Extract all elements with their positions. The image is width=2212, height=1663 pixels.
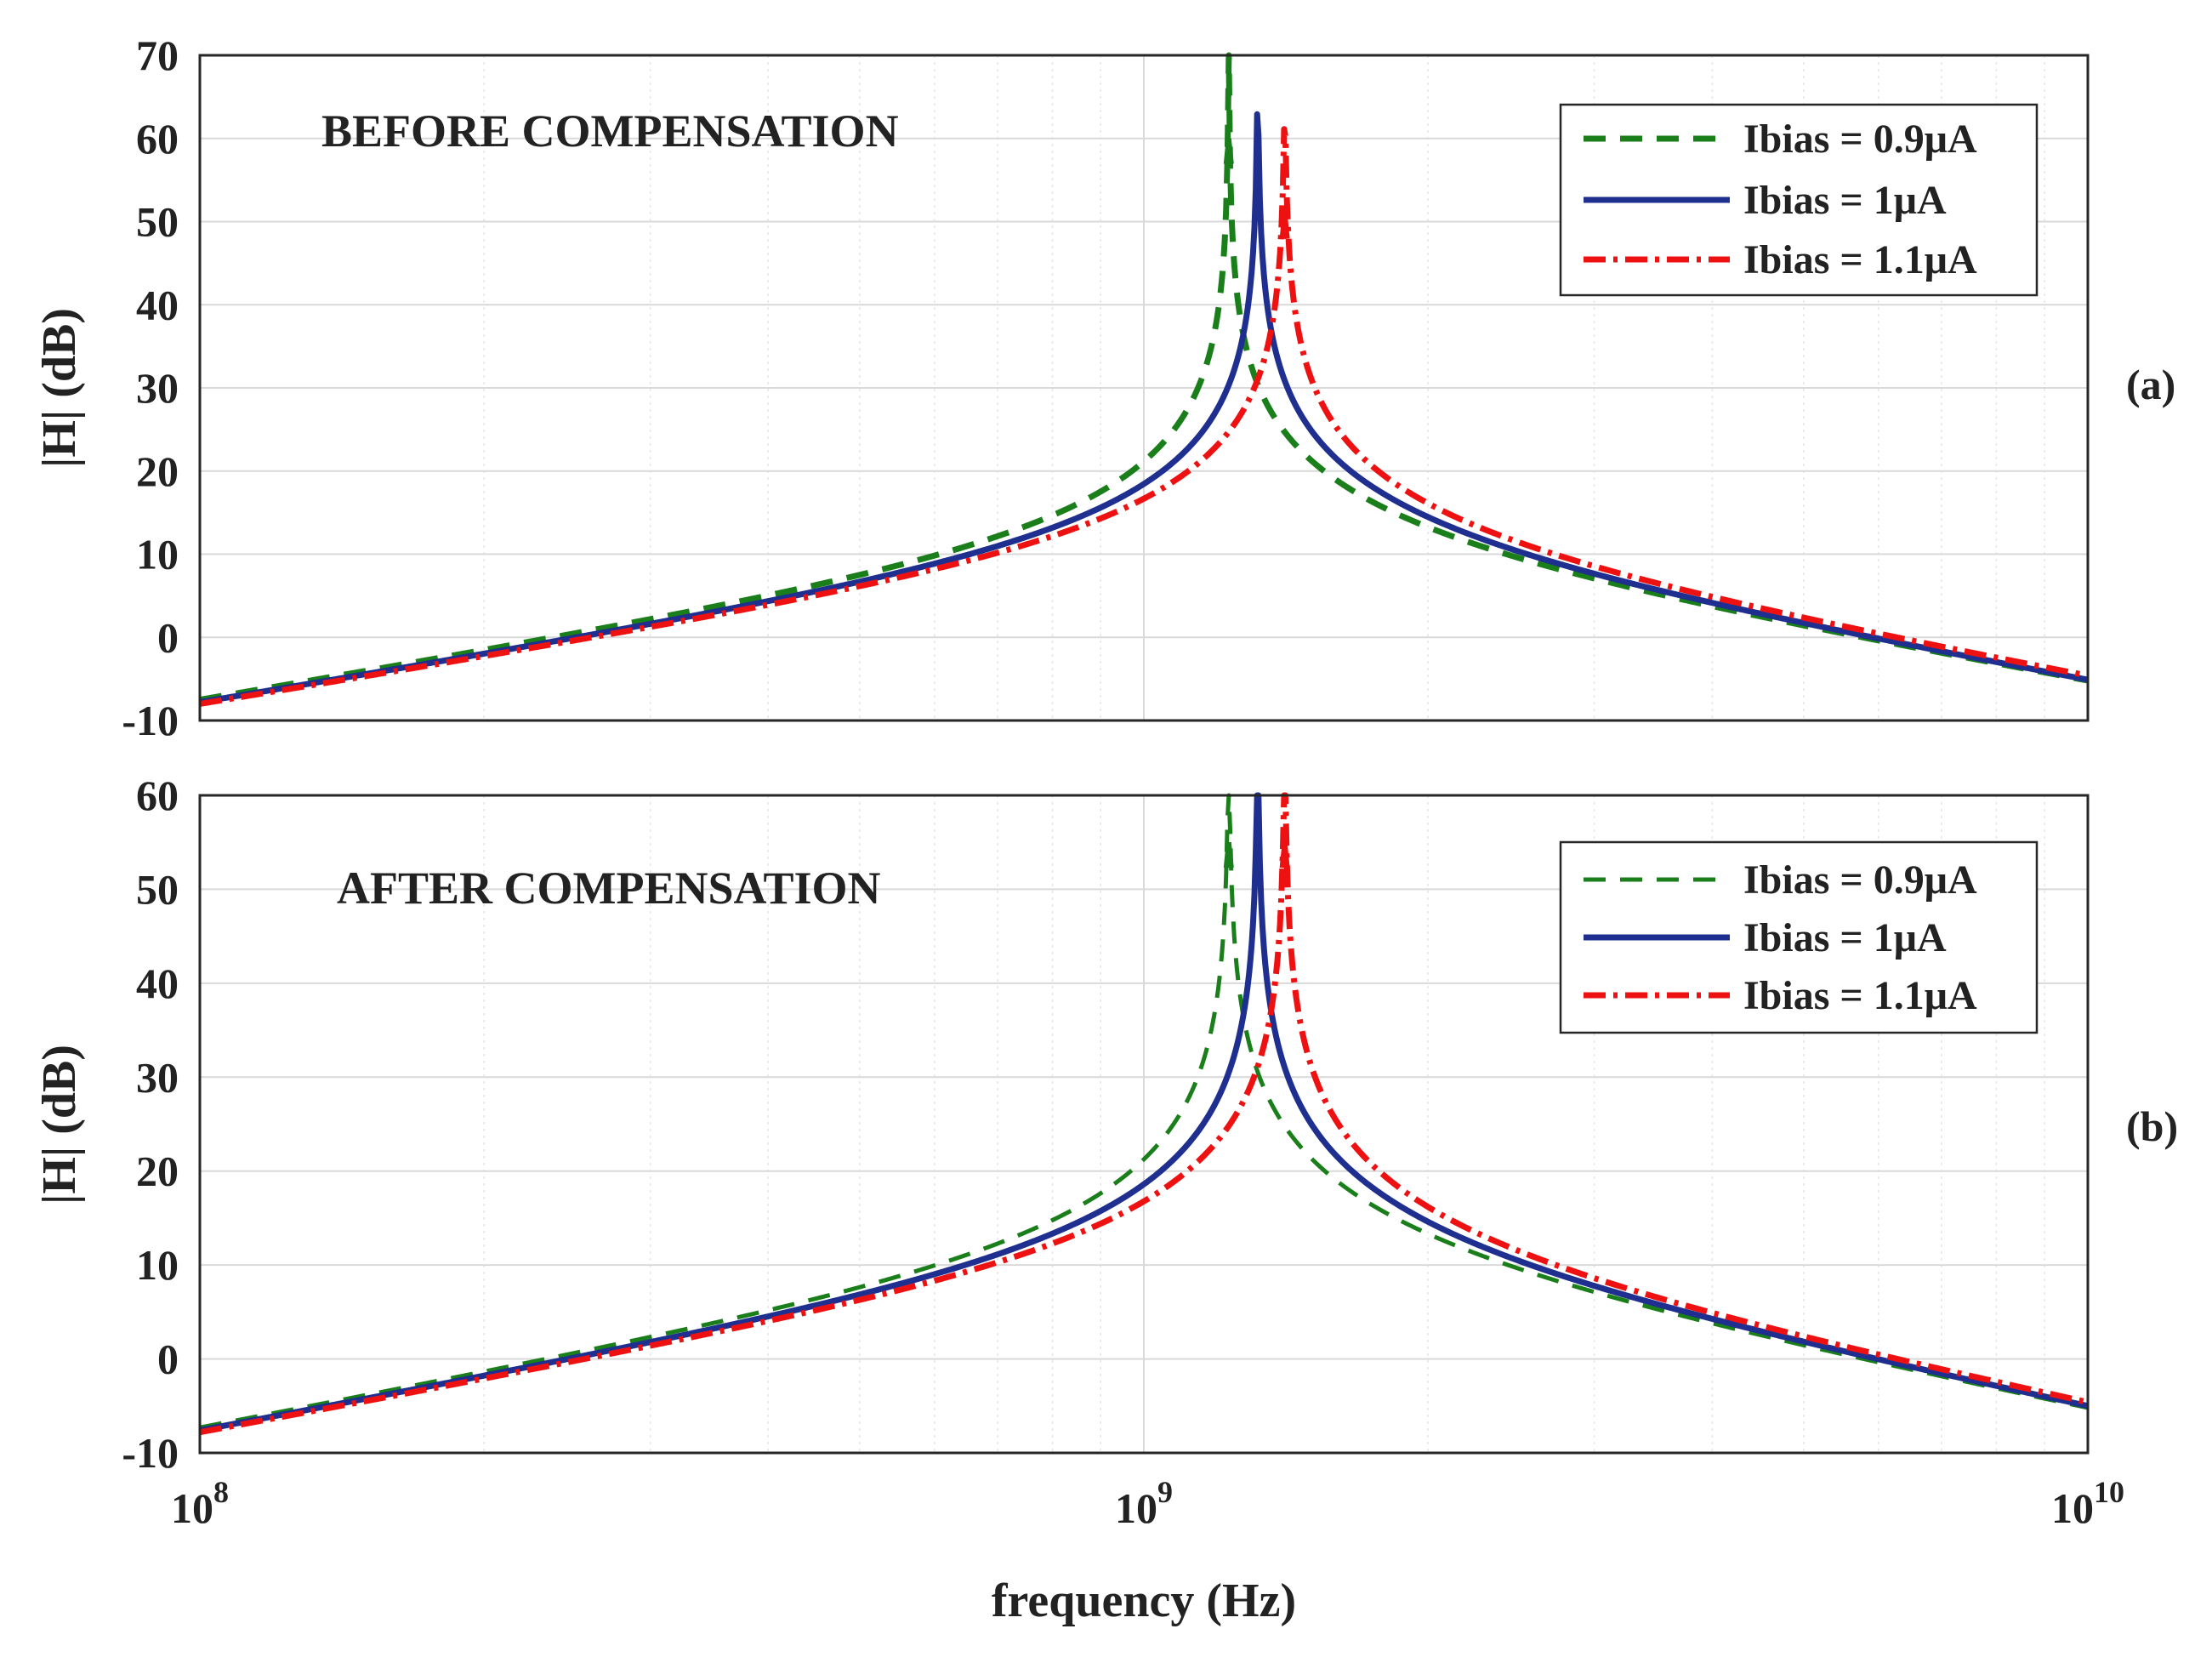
y-tick-label: 60 xyxy=(136,115,179,162)
curves-b xyxy=(198,792,2090,1436)
y-tick-labels-a: -10 0 10 20 30 40 50 60 70 xyxy=(122,31,179,744)
x-tick-label: 108 xyxy=(171,1475,229,1532)
x-axis-title: frequency (Hz) xyxy=(992,1575,1296,1627)
y-tick-label: 50 xyxy=(136,198,179,246)
legend-label-b-2: Ibias = 1.1μA xyxy=(1743,973,1977,1018)
y-tick-label: 50 xyxy=(136,865,179,913)
y-tick-label: 40 xyxy=(136,281,179,328)
series-line-1 xyxy=(198,792,2090,1433)
y-tick-label: 20 xyxy=(136,1148,179,1195)
y-tick-label: -10 xyxy=(122,697,179,744)
panel-label-a: (a) xyxy=(2126,361,2175,408)
y-tick-labels-b: -10 0 10 20 30 40 50 60 xyxy=(122,772,179,1477)
panel-b: -10 0 10 20 30 40 50 60 108 109 1010 AFTER COMPEN… xyxy=(33,772,2178,1627)
series-peak-0 xyxy=(1225,841,1234,869)
series-peak-0 xyxy=(1225,138,1234,165)
series-line-2 xyxy=(198,792,2090,1436)
y-axis-title-b: |H| (dB) xyxy=(33,1045,86,1205)
panel-a: -10 0 10 20 30 40 50 60 70 BEFORE COMPENSATION I… xyxy=(33,31,2175,744)
x-tick-labels: 108 109 1010 xyxy=(171,1475,2124,1532)
y-tick-label: -10 xyxy=(122,1429,179,1477)
legend-label-a-2: Ibias = 1.1μA xyxy=(1743,237,1977,282)
y-tick-label: 60 xyxy=(136,772,179,819)
legend-label-a-0: Ibias = 0.9μA xyxy=(1743,117,1977,162)
x-tick-label: 1010 xyxy=(2051,1475,2124,1532)
series-line-0 xyxy=(199,793,2089,1430)
annotation-after: AFTER COMPENSATION xyxy=(337,863,881,914)
annotation-before: BEFORE COMPENSATION xyxy=(321,105,899,157)
y-tick-label: 40 xyxy=(136,960,179,1007)
series-peak-1 xyxy=(1254,188,1263,214)
y-tick-label: 0 xyxy=(157,613,179,661)
y-tick-label: 0 xyxy=(157,1336,179,1383)
x-tick-label: 109 xyxy=(1115,1475,1173,1532)
y-axis-title-a: |H| (dB) xyxy=(33,308,86,468)
series-peak-1 xyxy=(1254,841,1263,869)
panel-label-b: (b) xyxy=(2126,1102,2178,1150)
series-peak-2 xyxy=(1282,841,1290,869)
legend-label-a-1: Ibias = 1μA xyxy=(1743,178,1947,223)
y-tick-label: 10 xyxy=(136,1241,179,1289)
curves-a xyxy=(198,52,2090,707)
legend-label-b-0: Ibias = 0.9μA xyxy=(1743,857,1977,903)
y-tick-label: 20 xyxy=(136,447,179,495)
plot-frame-a xyxy=(198,54,2090,722)
series-line-2 xyxy=(198,126,2090,707)
plot-frame-b xyxy=(198,794,2090,1455)
legend-a: Ibias = 0.9μA Ibias = 1μA Ibias = 1.1μA xyxy=(1559,103,2039,297)
series-peak-2 xyxy=(1282,213,1290,240)
y-tick-label: 70 xyxy=(136,31,179,79)
y-tick-label: 30 xyxy=(136,1053,179,1101)
legend-label-b-1: Ibias = 1μA xyxy=(1743,915,1947,960)
series-line-1 xyxy=(198,111,2090,705)
y-tick-label: 10 xyxy=(136,531,179,578)
y-tick-label: 30 xyxy=(136,364,179,412)
legend-b: Ibias = 0.9μA Ibias = 1μA Ibias = 1.1μA xyxy=(1559,840,2039,1034)
